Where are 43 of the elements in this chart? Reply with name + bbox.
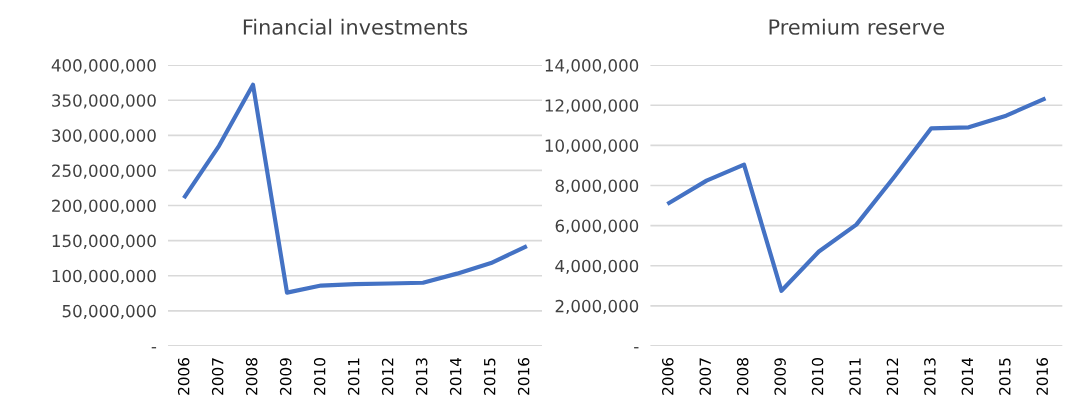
y-tick-label: 50,000,000 — [62, 304, 156, 320]
x-tick-label: 2009 — [774, 358, 786, 395]
y-tick-label: - — [634, 347, 639, 349]
x-tick-label: 2007 — [699, 358, 711, 395]
y-tick-label: 2,000,000 — [555, 299, 639, 315]
x-tick-label: 2012 — [381, 358, 394, 395]
x-tick-label: 2015 — [999, 358, 1011, 395]
x-tick-label: 2015 — [483, 358, 496, 395]
y-tick-label: 100,000,000 — [52, 269, 156, 285]
y-tick-label: 150,000,000 — [52, 234, 156, 249]
chart-title: Premium reserve — [769, 18, 945, 35]
x-tick-label: 2009 — [279, 358, 292, 395]
x-tick-label: 2013 — [924, 358, 936, 395]
chart-title: Financial investments — [243, 18, 468, 35]
x-tick-label: 2006 — [177, 358, 190, 395]
x-tick-label: 2006 — [662, 358, 674, 395]
y-tick-label: 200,000,000 — [52, 199, 156, 214]
y-tick-label: 400,000,000 — [51, 59, 156, 74]
y-tick-label: 10,000,000 — [545, 139, 639, 154]
x-tick-label: 2014 — [961, 357, 974, 395]
x-tick-label: 2016 — [1036, 358, 1049, 395]
line-series — [182, 82, 528, 295]
x-tick-label: 2012 — [886, 358, 899, 395]
x-tick-label: 2014 — [449, 357, 462, 395]
y-tick-label: 8,000,000 — [555, 179, 639, 194]
x-tick-label: 2010 — [313, 358, 326, 395]
y-tick-label: 250,000,000 — [52, 164, 156, 179]
x-tick-label: 2011 — [849, 358, 861, 395]
y-tick-label: 350,000,000 — [52, 94, 156, 109]
y-tick-label: 14,000,000 — [545, 59, 639, 74]
y-tick-label: 6,000,000 — [555, 219, 639, 234]
x-tick-label: 2008 — [736, 358, 749, 395]
x-tick-label: 2008 — [245, 358, 258, 395]
y-tick-label: 4,000,000 — [555, 259, 639, 274]
y-tick-label: - — [151, 347, 157, 349]
x-tick-label: 2007 — [211, 358, 224, 395]
x-tick-label: 2013 — [415, 358, 428, 395]
x-tick-label: 2016 — [517, 358, 530, 395]
x-tick-label: 2011 — [347, 358, 360, 395]
y-tick-label: 300,000,000 — [52, 129, 156, 144]
line-series — [667, 97, 1046, 293]
y-tick-label: 12,000,000 — [545, 99, 639, 114]
x-tick-label: 2010 — [811, 358, 824, 395]
